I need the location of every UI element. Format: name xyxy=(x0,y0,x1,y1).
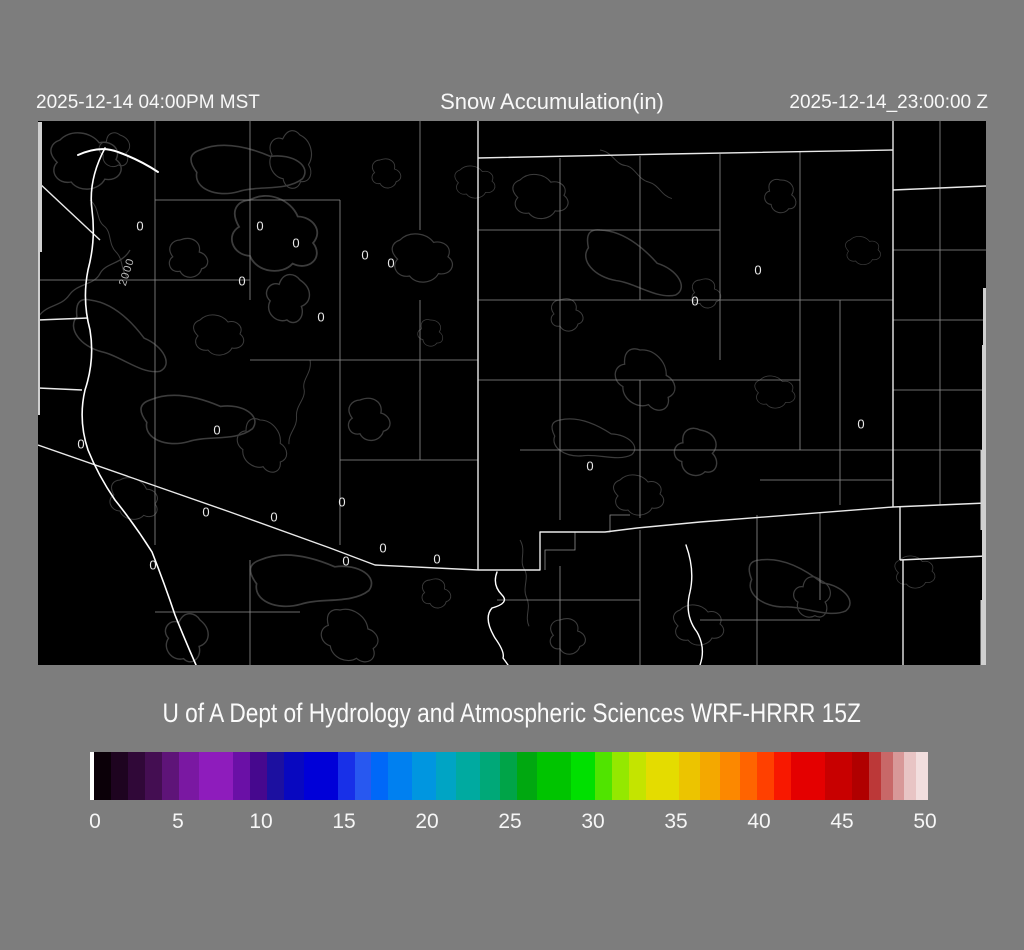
snow-value-label: 0 xyxy=(292,235,300,251)
colorbar-segment xyxy=(851,752,869,800)
snow-value-label: 0 xyxy=(238,273,246,289)
colorbar-segment xyxy=(127,752,145,800)
snow-value-label: 0 xyxy=(754,262,762,278)
colorbar-segment xyxy=(571,752,595,800)
snow-value-label: 0 xyxy=(213,422,221,438)
colorbar-segment xyxy=(757,752,775,800)
colorbar-segment xyxy=(354,752,372,800)
colorbar-tick-label: 40 xyxy=(747,810,771,833)
nodata-strips xyxy=(38,122,986,665)
snow-value-label: 0 xyxy=(317,309,325,325)
colorbar-segment xyxy=(868,752,881,800)
snow-value-label: 0 xyxy=(149,557,157,573)
snow-value-label: 0 xyxy=(270,509,278,525)
colorbar-tick-label: 45 xyxy=(830,810,854,833)
colorbar-segment xyxy=(774,752,792,800)
colorbar-segment xyxy=(537,752,572,800)
snow-value-label: 0 xyxy=(361,247,369,263)
caption-row: U of A Dept of Hydrology and Atmospheric… xyxy=(0,698,1024,729)
colorbar-segment xyxy=(645,752,680,800)
colorbar-segment xyxy=(456,752,480,800)
river-lines xyxy=(77,147,704,665)
terrain-contours xyxy=(38,125,936,665)
header-left-timestamp: 2025-12-14 04:00PM MST xyxy=(36,92,260,113)
colorbar-segment xyxy=(198,752,233,800)
colorbar-segment xyxy=(904,752,917,800)
colorbar-segment xyxy=(892,752,905,800)
colorbar-segment xyxy=(479,752,501,800)
colorbar-leading-white xyxy=(90,752,94,800)
colorbar-tick-label: 30 xyxy=(581,810,605,833)
colorbar-segment xyxy=(791,752,825,800)
state-borders xyxy=(38,121,986,665)
colorbar-segment xyxy=(110,752,128,800)
colorbar-tick-label: 0 xyxy=(89,810,101,833)
header-right-timestamp: 2025-12-14_23:00:00 Z xyxy=(789,92,988,113)
colorbar-tick-label: 50 xyxy=(913,810,937,833)
model-caption: U of A Dept of Hydrology and Atmospheric… xyxy=(162,698,862,728)
colorbar-segment xyxy=(371,752,389,800)
colorbar-segment xyxy=(144,752,162,800)
colorbar-segment xyxy=(824,752,852,800)
snow-value-label: 0 xyxy=(586,458,594,474)
colorbar-segment xyxy=(916,752,929,800)
colorbar-segment xyxy=(500,752,517,800)
colorbar-segment xyxy=(161,752,179,800)
colorbar-segment xyxy=(679,752,700,800)
colorbar-segment xyxy=(303,752,338,800)
colorbar-segment xyxy=(178,752,199,800)
colorbar-segment xyxy=(516,752,538,800)
colorbar-tick-label: 20 xyxy=(415,810,439,833)
snow-value-label: 0 xyxy=(379,540,387,556)
colorbar-segment xyxy=(628,752,646,800)
snow-value-label: 0 xyxy=(691,293,699,309)
county-borders xyxy=(38,121,986,665)
snow-value-label: 0 xyxy=(77,436,85,452)
colorbar-tick-label: 5 xyxy=(172,810,184,833)
colorbar-segment xyxy=(594,752,612,800)
colorbar-segment xyxy=(232,752,250,800)
colorbar-segment xyxy=(283,752,304,800)
colorbar-segment xyxy=(699,752,720,800)
colorbar-segment xyxy=(266,752,284,800)
colorbar-segment xyxy=(249,752,267,800)
snow-value-label: 0 xyxy=(136,218,144,234)
map-title: Snow Accumulation(in) xyxy=(440,89,664,114)
colorbar-segment xyxy=(94,752,111,800)
colorbar-tick-label: 10 xyxy=(249,810,273,833)
colorbar-tick-label: 15 xyxy=(332,810,356,833)
colorbar-segment xyxy=(412,752,436,800)
colorbar xyxy=(90,752,929,800)
weather-map: 0 0 0 0 0 0 0 0 0 0 0 0 0 0 0 0 0 0 0 0 2000 xyxy=(38,121,986,665)
colorbar-tick-row: 0 5 10 15 20 25 30 35 40 45 50 xyxy=(0,810,1024,836)
colorbar-tick-label: 35 xyxy=(664,810,688,833)
weather-map-graphic xyxy=(38,121,986,665)
snow-value-label: 0 xyxy=(256,218,264,234)
colorbar-segment xyxy=(719,752,741,800)
colorbar-segment xyxy=(611,752,629,800)
snow-value-label: 0 xyxy=(342,553,350,569)
colorbar-segment xyxy=(435,752,457,800)
colorbar-segment xyxy=(337,752,355,800)
snow-value-label: 0 xyxy=(338,494,346,510)
snow-value-label: 0 xyxy=(387,255,395,271)
colorbar-segment xyxy=(740,752,758,800)
colorbar-segment xyxy=(388,752,413,800)
colorbar-segment xyxy=(880,752,893,800)
snow-value-label: 0 xyxy=(433,551,441,567)
snow-value-label: 0 xyxy=(857,416,865,432)
snow-value-label: 0 xyxy=(202,504,210,520)
colorbar-tick-label: 25 xyxy=(498,810,522,833)
